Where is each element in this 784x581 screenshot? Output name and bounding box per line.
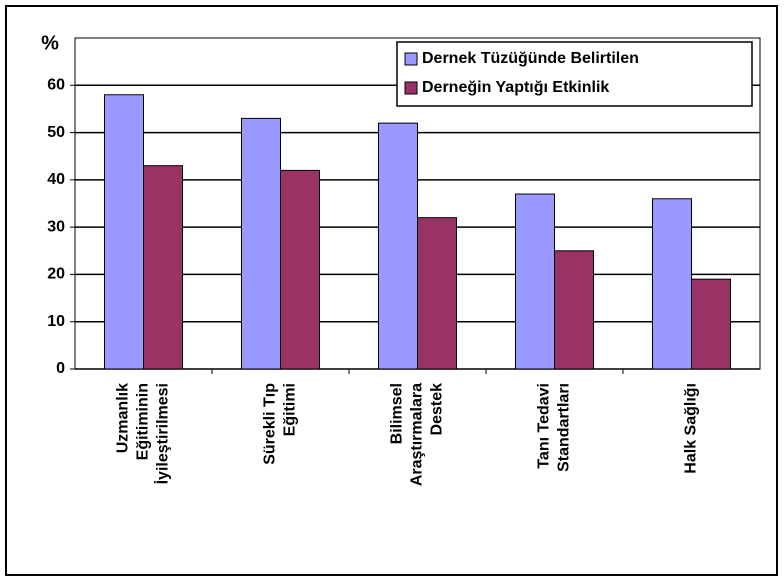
y-axis-label: % (41, 32, 59, 54)
x-tick-label: Eğitimi (282, 383, 299, 436)
x-tick-label: Bilimsel (389, 383, 406, 444)
legend-box (396, 41, 753, 107)
x-tick-label: Halk Sağlığı (683, 383, 700, 474)
y-tick-label: 0 (56, 360, 65, 377)
x-tick-label: İyileştirilmesi (154, 383, 172, 484)
x-tick-label: Tanı Tedavi (536, 383, 553, 469)
bar (104, 94, 144, 370)
x-tick-label: Destek (429, 383, 446, 436)
bar (691, 278, 731, 370)
legend-label: Dernek Tüzüğünde Belirtilen (422, 50, 639, 67)
y-tick-label: 10 (47, 313, 65, 330)
bar (554, 250, 594, 370)
x-tick-label: Araştırmalara (409, 383, 426, 486)
legend-swatch (404, 52, 418, 66)
y-tick-label: 40 (47, 171, 65, 188)
x-tick-label: Sürekli Tıp (262, 383, 279, 465)
x-tick-label: Uzmanlık (115, 383, 132, 453)
bar (143, 165, 183, 370)
x-tick-label: Standartları (556, 383, 573, 472)
legend-swatch (404, 81, 418, 95)
y-tick-label: 30 (47, 218, 65, 235)
bar (241, 117, 281, 370)
legend-label: Derneğin Yaptığı Etkinlik (422, 79, 609, 96)
bar (280, 169, 320, 370)
x-tick-label: Eğitiminin (135, 383, 152, 460)
bar (417, 217, 457, 370)
bar (378, 122, 418, 370)
bar (652, 198, 692, 370)
y-tick-label: 20 (47, 266, 65, 283)
bar (515, 193, 555, 370)
y-tick-label: 50 (47, 124, 65, 141)
y-tick-label: 60 (47, 77, 65, 94)
